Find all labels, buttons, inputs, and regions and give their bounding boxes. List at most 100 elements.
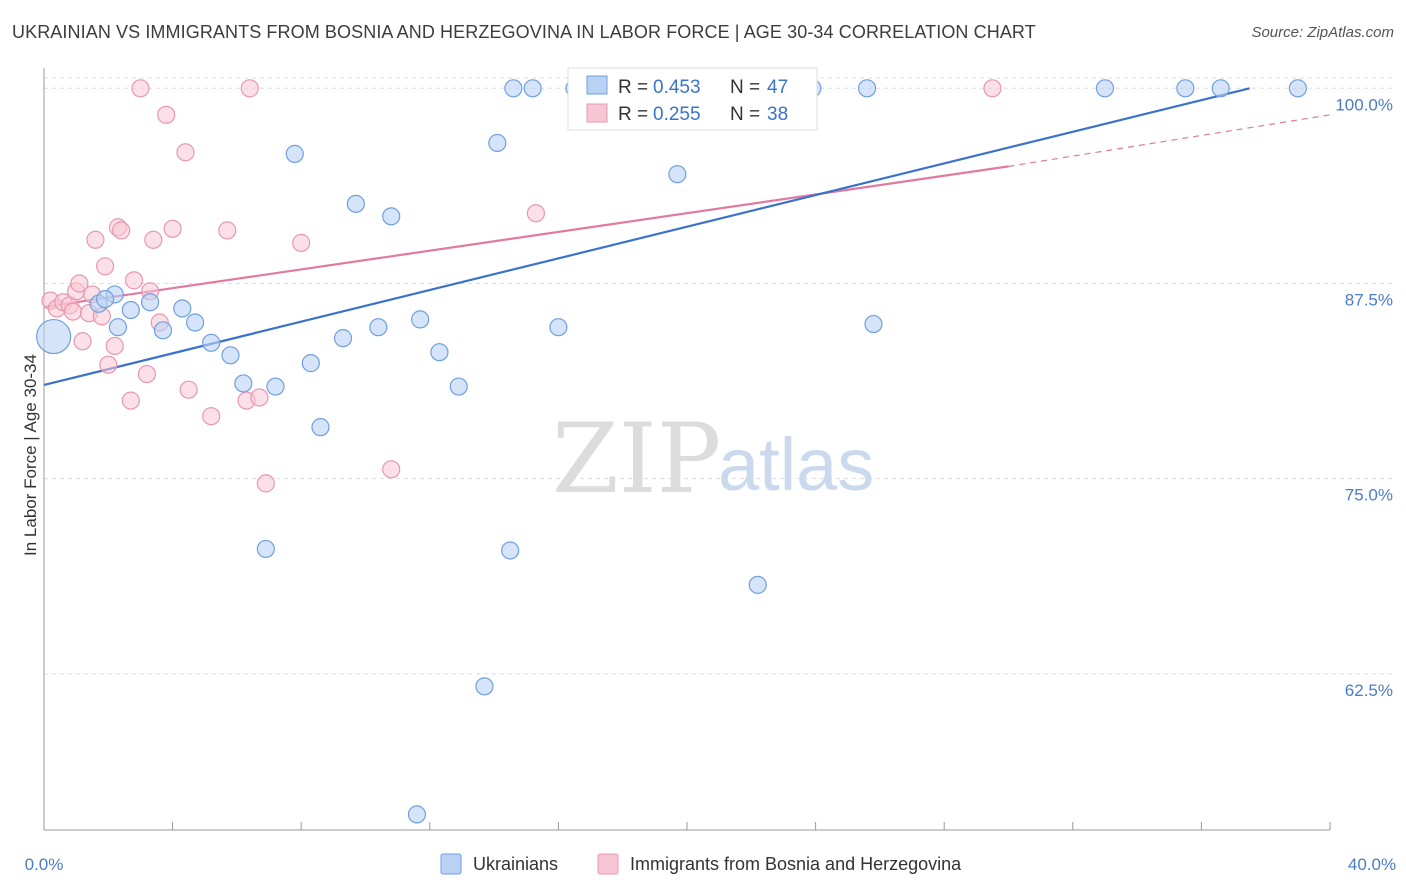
trend-lines [43,87,1331,387]
point-ukrainians [748,575,767,594]
point-ukrainians [36,318,72,355]
stats-blue-r-label: R = [618,77,648,98]
y-tick-label: 100.0% [1335,95,1393,114]
point-bosnia [240,79,259,98]
series-legend: Ukrainians Immigrants from Bosnia and He… [440,853,962,875]
point-ukrainians [501,541,520,560]
stats-blue-n-value: 47 [767,77,788,98]
y-tick-label: 75.0% [1345,486,1393,505]
point-bosnia [63,302,83,321]
point-ukrainians [186,313,205,332]
point-ukrainians [449,377,468,396]
point-ukrainians [95,289,115,309]
legend-bosnia-swatch [597,853,619,875]
point-ukrainians [1176,79,1195,98]
y-axis-label: In Labor Force | Age 30-34 [21,354,40,556]
point-bosnia [99,355,118,374]
series-ukrainians-points [36,79,1307,824]
point-ukrainians [523,79,542,98]
point-bosnia [202,407,221,426]
point-bosnia [218,221,237,240]
point-bosnia [256,474,275,493]
point-ukrainians [140,293,160,312]
stats-pink-swatch [586,103,608,123]
stats-blue-swatch [586,75,608,95]
point-ukrainians [475,677,494,696]
point-bosnia [112,221,131,240]
point-bosnia [70,274,89,293]
legend-bosnia-label: Immigrants from Bosnia and Herzegovina [630,854,962,874]
point-bosnia [292,233,311,252]
point-ukrainians [411,310,430,329]
x-tick-label-max: 40.0% [1348,855,1396,874]
point-bosnia [176,143,195,162]
chart-title: UKRAINIAN VS IMMIGRANTS FROM BOSNIA AND … [12,22,1036,42]
stats-pink-n-label: N = [730,104,760,125]
point-ukrainians [202,333,221,352]
point-ukrainians [1288,79,1307,98]
point-bosnia [983,79,1002,98]
point-bosnia [144,230,163,249]
point-ukrainians [407,805,427,824]
point-ukrainians [153,321,173,340]
watermark-atlas: atlas [718,423,874,506]
point-ukrainians [864,314,883,334]
stats-pink-r-value: 0.255 [653,104,701,125]
point-bosnia [382,460,401,479]
chart-source: Source: ZipAtlas.com [1251,24,1394,41]
watermark: ZIP atlas [552,403,874,515]
point-ukrainians [234,374,253,393]
x-tick-label-min: 0.0% [25,855,64,874]
point-ukrainians [221,346,240,365]
point-bosnia [163,219,182,238]
trend-line-ukrainians [43,87,1250,387]
point-ukrainians [121,300,140,320]
point-bosnia [179,380,198,399]
stats-pink-r-label: R = [618,104,648,125]
stats-legend: R = 0.453 N = 47 R = 0.255 N = 38 [567,67,818,131]
stats-blue-r-value: 0.453 [653,77,701,98]
legend-ukrainians-swatch [440,853,462,875]
y-tick-label: 62.5% [1345,681,1393,700]
point-ukrainians [382,207,401,226]
point-bosnia [105,336,124,356]
point-ukrainians [488,133,507,153]
point-ukrainians [346,194,365,213]
trend-line-bosnia [43,165,1009,308]
point-ukrainians [266,377,285,396]
point-ukrainians [311,418,330,437]
point-ukrainians [430,343,449,362]
trend-line-bosnia-extension [1008,114,1331,167]
point-ukrainians [1095,79,1115,98]
point-bosnia [124,271,144,290]
point-ukrainians [857,79,877,98]
point-bosnia [73,332,92,351]
point-ukrainians [333,329,353,348]
point-ukrainians [668,165,687,184]
series-bosnia-points [41,79,1002,493]
point-bosnia [526,204,545,223]
point-bosnia [95,257,115,276]
y-tick-label: 87.5% [1345,290,1393,309]
point-ukrainians [504,79,523,98]
point-ukrainians [549,318,568,337]
point-ukrainians [285,144,304,163]
point-ukrainians [369,318,388,337]
point-bosnia [157,105,176,124]
point-ukrainians [173,299,192,318]
y-tick-labels: 62.5% 75.0% 87.5% 100.0% [1335,95,1393,700]
point-ukrainians [256,539,275,559]
point-bosnia [86,230,105,249]
stats-legend-box [567,67,818,131]
point-ukrainians [1211,79,1230,98]
point-ukrainians [108,318,128,337]
point-bosnia [250,388,269,407]
point-bosnia [131,79,150,98]
watermark-zip: ZIP [552,403,721,515]
x-ticks [43,822,1331,830]
stats-pink-n-value: 38 [767,104,788,125]
point-bosnia [137,364,156,384]
legend-ukrainians-label: Ukrainians [473,854,558,874]
point-bosnia [121,391,140,410]
